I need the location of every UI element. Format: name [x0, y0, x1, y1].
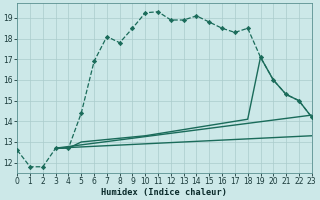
X-axis label: Humidex (Indice chaleur): Humidex (Indice chaleur): [101, 188, 228, 197]
